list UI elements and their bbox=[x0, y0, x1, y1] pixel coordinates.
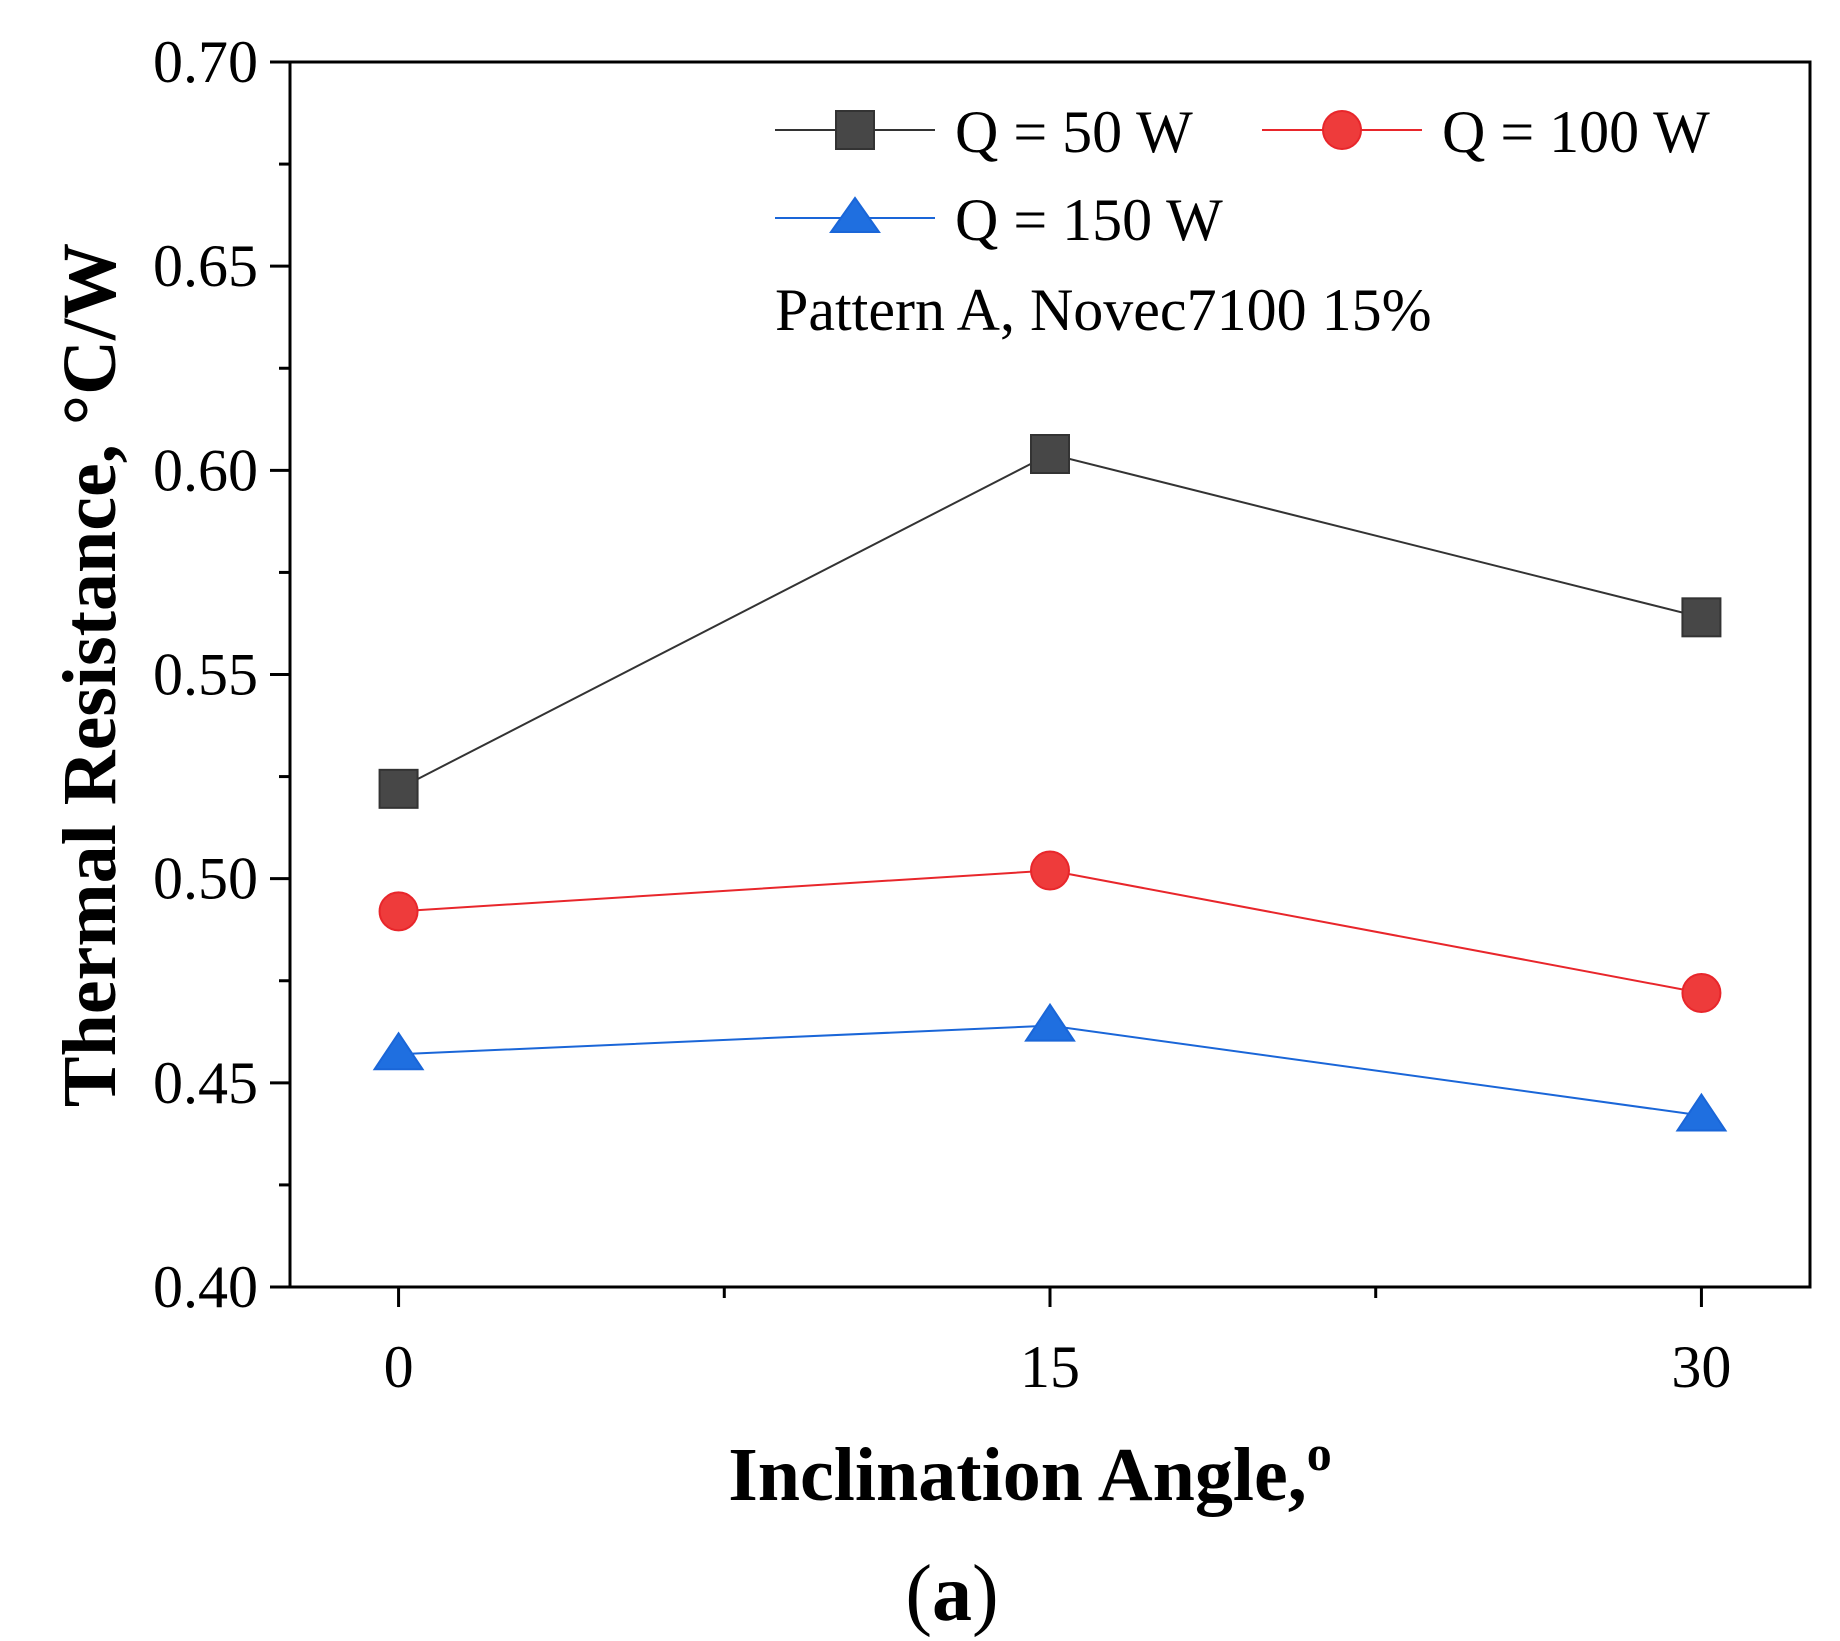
data-point-circle bbox=[378, 891, 419, 932]
y-tick-label: 0.45 bbox=[153, 1050, 258, 1116]
legend-label-q100: Q = 100 W bbox=[1442, 99, 1710, 165]
x-axis-title: Inclination Angle,o bbox=[728, 1425, 1332, 1517]
legend-item-q150: Q = 150 W bbox=[775, 187, 1223, 253]
data-point-square bbox=[378, 768, 419, 809]
x-tick-label: 15 bbox=[1020, 1334, 1080, 1400]
x-axis-title-text: Inclination Angle, bbox=[728, 1433, 1307, 1517]
x-tick-label: 0 bbox=[384, 1334, 414, 1400]
legend-item-q100: Q = 100 W bbox=[1262, 99, 1710, 165]
legend-label-q50: Q = 50 W bbox=[955, 99, 1193, 165]
legend-marker-q150 bbox=[829, 196, 881, 233]
y-tick-label: 0.50 bbox=[153, 846, 258, 912]
x-axis-ticks: 0 15 30 bbox=[384, 1287, 1731, 1400]
y-tick-label: 0.70 bbox=[153, 29, 258, 95]
y-tick-label: 0.40 bbox=[153, 1254, 258, 1320]
y-tick-label: 0.65 bbox=[153, 233, 258, 299]
caption-text: (a) bbox=[905, 1550, 998, 1638]
figure-caption: (a) bbox=[905, 1550, 998, 1638]
x-tick-label: 30 bbox=[1671, 1334, 1731, 1400]
data-point-circle bbox=[1681, 973, 1722, 1013]
y-axis-ticks: 0.40 0.45 0.50 0.55 0.60 0.65 0.70 bbox=[153, 29, 290, 1320]
annotation-text: Pattern A, Novec7100 15% bbox=[775, 277, 1432, 343]
data-point-triangle bbox=[1024, 1002, 1076, 1042]
data-point-circle bbox=[1030, 850, 1070, 891]
legend-item-q50: Q = 50 W bbox=[775, 99, 1193, 165]
series-line-0 bbox=[398, 452, 1702, 790]
legend: Q = 50 W Q = 100 W Q = 150 W bbox=[775, 99, 1710, 253]
series-markers bbox=[372, 434, 1728, 1132]
data-point-triangle bbox=[1675, 1092, 1728, 1132]
y-tick-label: 0.55 bbox=[153, 642, 258, 708]
legend-marker-q50 bbox=[835, 110, 875, 150]
y-axis-title: Thermal Resistance, °C/W bbox=[48, 243, 132, 1107]
x-axis-title-superscript: o bbox=[1307, 1425, 1332, 1481]
y-tick-label: 0.60 bbox=[153, 437, 258, 503]
legend-marker-q100 bbox=[1322, 110, 1362, 150]
data-point-square bbox=[1030, 434, 1070, 474]
data-point-square bbox=[1681, 597, 1722, 638]
legend-label-q150: Q = 150 W bbox=[955, 187, 1223, 253]
data-point-triangle bbox=[372, 1031, 425, 1071]
